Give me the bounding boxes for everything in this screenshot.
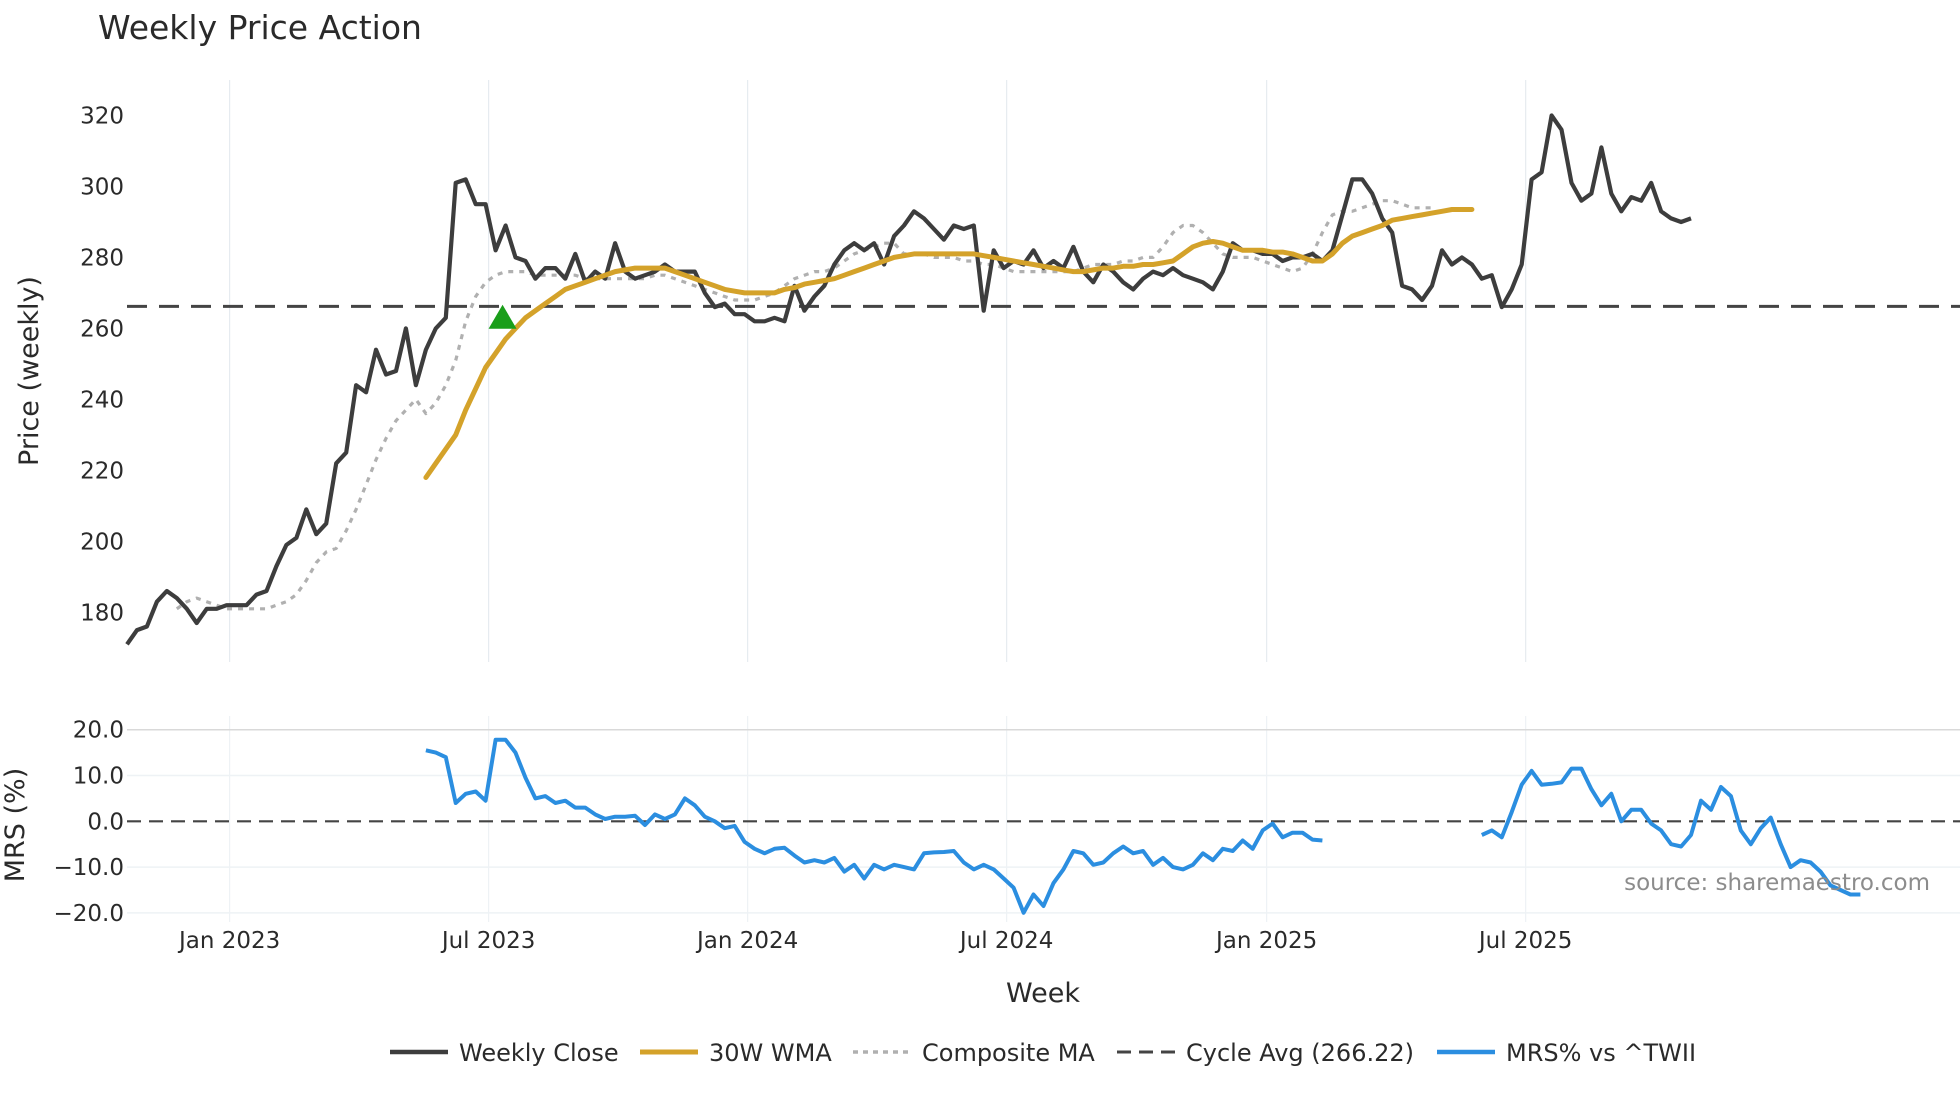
mrs-y-tick-label: 20.0: [73, 718, 124, 744]
legend-label: Composite MA: [922, 1039, 1095, 1067]
price-y-tick-label: 240: [80, 387, 124, 413]
legend-label: 30W WMA: [709, 1039, 832, 1067]
price-y-tick-label: 260: [80, 316, 124, 342]
legend: Weekly Close 30W WMA Composite MA Cycle Avg…: [390, 1039, 1696, 1067]
price-y-tick-label: 320: [80, 103, 124, 129]
x-tick-label: Jul 2025: [1477, 928, 1573, 954]
source-watermark: source: sharemaestro.com: [1624, 870, 1930, 896]
mrs-y-axis-label: MRS (%): [0, 768, 31, 883]
mrs-y-tick-label: −20.0: [54, 901, 124, 927]
weekly-close-line: [125, 113, 1692, 646]
legend-item: MRS% vs ^TWII: [1437, 1039, 1696, 1067]
x-tick-label: Jul 2023: [440, 928, 536, 954]
legend-label: Weekly Close: [459, 1039, 619, 1067]
mrs-line-segment: [425, 737, 1323, 915]
legend-label: MRS% vs ^TWII: [1506, 1039, 1696, 1067]
legend-item: Weekly Close: [390, 1039, 619, 1067]
legend-item: Composite MA: [853, 1039, 1095, 1067]
price-series-layer: [125, 113, 1960, 646]
price-y-tick-label: 300: [80, 174, 124, 200]
price-grid: [229, 80, 1527, 662]
price-y-tick-label: 200: [80, 529, 124, 555]
composite-ma-line: [175, 199, 1432, 611]
price-y-tick-label: 180: [80, 600, 124, 626]
chart-title: Weekly Price Action: [98, 8, 422, 47]
x-tick-label: Jul 2024: [958, 928, 1054, 954]
mrs-series-layer: [127, 737, 1960, 915]
legend-item: 30W WMA: [640, 1039, 832, 1067]
mrs-panel: 20.0 10.0 0.0 −10.0 −20.0 MRS (%) source: sh…: [0, 716, 1960, 927]
mrs-y-tick-label: −10.0: [54, 855, 124, 881]
legend-item: Cycle Avg (266.22): [1117, 1039, 1414, 1067]
mrs-y-tick-label: 10.0: [73, 764, 124, 790]
price-y-axis-label: Price (weekly): [14, 276, 45, 466]
mrs-y-tick-label: 0.0: [87, 809, 124, 835]
mrs-y-tick-labels: 20.0 10.0 0.0 −10.0 −20.0: [54, 718, 124, 927]
mrs-line-segment: [1480, 766, 1861, 897]
x-tick-label: Jan 2023: [177, 928, 280, 954]
x-tick-label: Jan 2024: [695, 928, 798, 954]
buy-signal-marker: [488, 304, 517, 329]
x-tick-labels: Jan 2023 Jul 2023 Jan 2024 Jul 2024 Jan 2025…: [177, 928, 1573, 954]
price-y-tick-label: 220: [80, 458, 124, 484]
price-y-tick-labels: 180 200 220 240 260 280 300 320: [80, 103, 124, 626]
x-axis-label: Week: [1006, 978, 1080, 1009]
x-tick-label: Jan 2025: [1214, 928, 1317, 954]
price-y-tick-label: 280: [80, 245, 124, 271]
wma-30w-line: [423, 207, 1475, 480]
price-panel: 180 200 220 240 260 280 300 320 Price (weekly): [14, 80, 1960, 662]
mrs-grid: [127, 716, 1960, 922]
legend-label: Cycle Avg (266.22): [1186, 1039, 1414, 1067]
